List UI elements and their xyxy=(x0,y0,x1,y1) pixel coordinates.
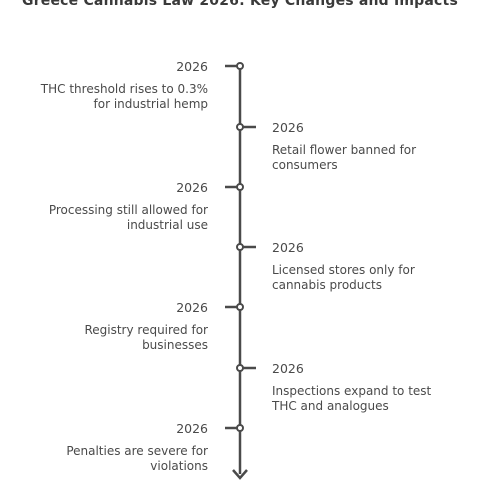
event-line: for industrial hemp xyxy=(93,97,209,111)
event-line: Registry required for xyxy=(84,323,208,337)
event-description-3: Processing still allowed for industrial … xyxy=(8,203,208,233)
event-year-1: 2026 xyxy=(176,59,208,74)
event-line: businesses xyxy=(142,338,208,352)
event-description-6: Inspections expand to test THC and analo… xyxy=(272,384,457,414)
event-year-7: 2026 xyxy=(176,421,208,436)
event-year-2: 2026 xyxy=(272,120,304,135)
event-line: Inspections expand to test xyxy=(272,384,432,398)
node-1 xyxy=(236,62,244,70)
timeline-arrow xyxy=(232,469,248,480)
node-2 xyxy=(236,123,244,131)
event-year-3: 2026 xyxy=(176,180,208,195)
event-year-5: 2026 xyxy=(176,300,208,315)
event-year-4: 2026 xyxy=(272,240,304,255)
event-line: Retail flower banned for xyxy=(272,143,417,157)
node-7 xyxy=(236,424,244,432)
event-line: consumers xyxy=(272,158,338,172)
event-line: THC threshold rises to 0.3% xyxy=(40,82,208,96)
event-year-6: 2026 xyxy=(272,361,304,376)
event-description-2: Retail flower banned for consumers xyxy=(272,143,457,173)
event-description-4: Licensed stores only for cannabis produc… xyxy=(272,263,457,293)
diagram-title: Greece Cannabis Law 2026: Key Changes an… xyxy=(22,0,458,9)
event-line: industrial use xyxy=(126,218,208,232)
node-6 xyxy=(236,364,244,372)
event-line: Processing still allowed for xyxy=(48,203,208,217)
event-line: violations xyxy=(150,459,208,473)
node-4 xyxy=(236,243,244,251)
event-description-1: THC threshold rises to 0.3% for industri… xyxy=(8,82,208,112)
event-line: THC and analogues xyxy=(272,399,389,413)
event-description-5: Registry required for businesses xyxy=(8,323,208,353)
event-line: Licensed stores only for xyxy=(272,263,415,277)
event-line: Penalties are severe for xyxy=(66,444,208,458)
event-line: cannabis products xyxy=(272,278,382,292)
node-5 xyxy=(236,303,244,311)
event-description-7: Penalties are severe for violations xyxy=(8,444,208,474)
node-3 xyxy=(236,183,244,191)
